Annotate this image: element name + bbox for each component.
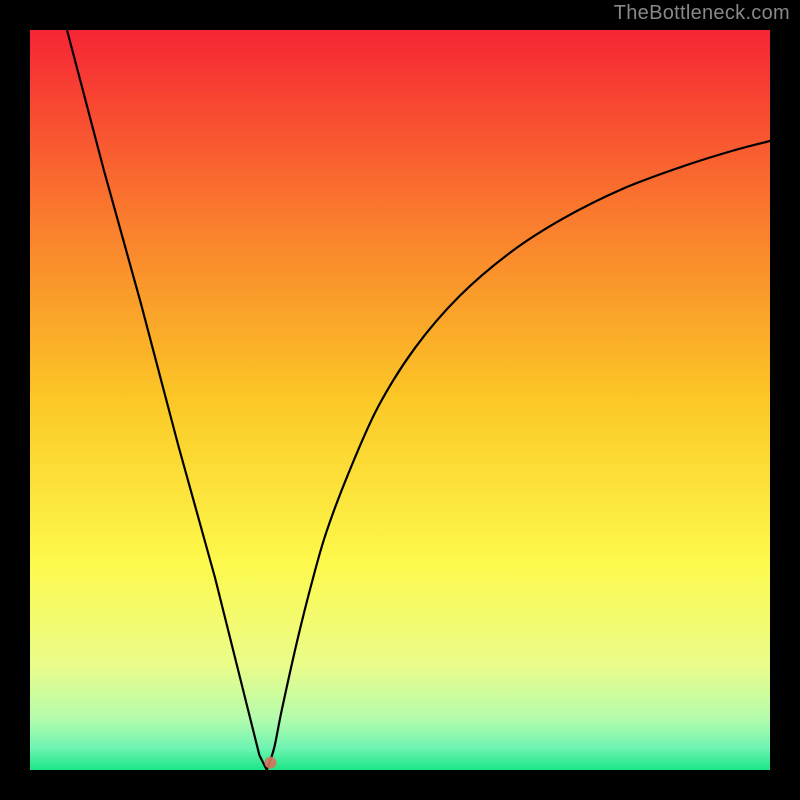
watermark-text: TheBottleneck.com: [614, 2, 790, 25]
gradient-background: [30, 30, 770, 770]
minimum-marker: [265, 757, 277, 769]
chart-canvas: [30, 30, 770, 770]
bottleneck-chart: [30, 30, 770, 770]
